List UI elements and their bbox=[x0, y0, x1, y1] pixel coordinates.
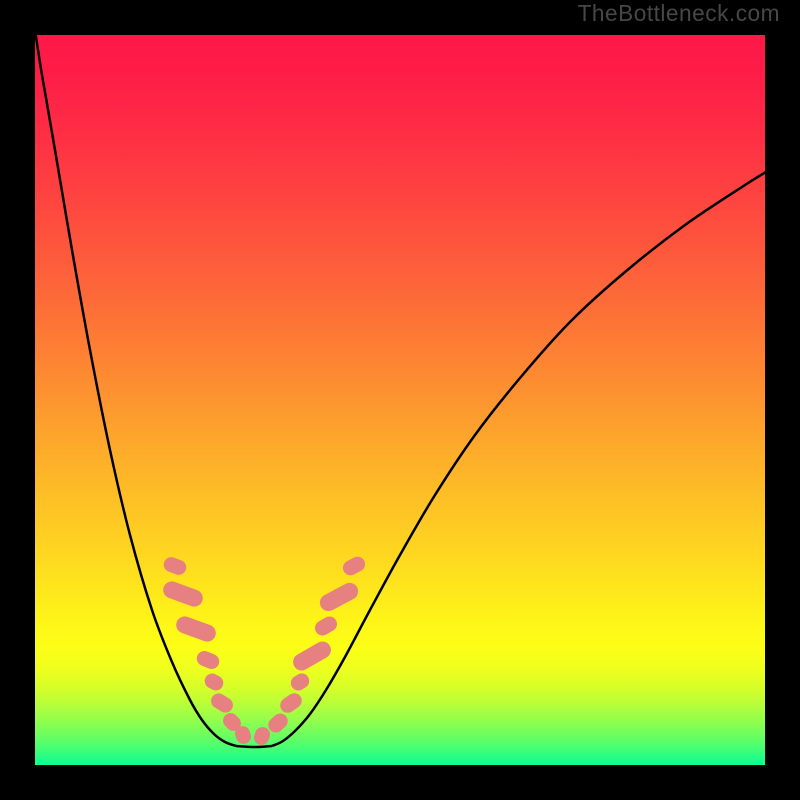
curve-marker bbox=[266, 711, 290, 735]
curve-marker bbox=[313, 614, 339, 637]
curve-marker bbox=[289, 671, 312, 692]
curve-marker bbox=[278, 691, 304, 715]
curve-marker bbox=[318, 581, 361, 614]
curve-marker bbox=[203, 672, 225, 693]
chart-frame: TheBottleneck.com bbox=[0, 0, 800, 800]
curve-marker bbox=[291, 639, 334, 673]
curve-marker bbox=[341, 555, 367, 578]
curve-marker bbox=[209, 691, 235, 715]
curve-marker bbox=[253, 726, 272, 747]
curve-marker bbox=[161, 580, 204, 609]
curve-layer bbox=[35, 35, 765, 765]
curve-marker bbox=[195, 649, 221, 670]
marker-group bbox=[161, 555, 367, 747]
bottleneck-curve-right bbox=[272, 172, 766, 746]
plot-area bbox=[35, 35, 765, 765]
curve-marker bbox=[162, 556, 187, 577]
curve-marker bbox=[174, 615, 217, 644]
bottleneck-curve-bottom bbox=[236, 746, 272, 747]
watermark-text: TheBottleneck.com bbox=[578, 0, 780, 27]
